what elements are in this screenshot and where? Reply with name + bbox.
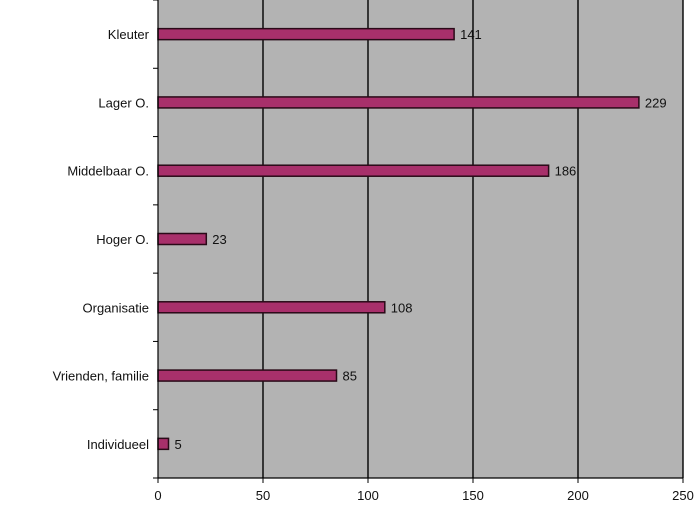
- bar-middelbaar-o: [157, 164, 550, 177]
- category-label: Middelbaar O.: [67, 164, 149, 179]
- category-label: Hoger O.: [96, 232, 149, 247]
- x-tick-label: 200: [567, 488, 589, 503]
- x-tick-label: 150: [462, 488, 484, 503]
- labels: 0 50 100 150 200 250 Kleuter 141 Lager O. 229 Midd…: [53, 27, 694, 503]
- x-tick-label: 0: [154, 488, 161, 503]
- bar-kleuter: [157, 27, 455, 41]
- category-label: Lager O.: [98, 95, 149, 110]
- data-label: 141: [460, 27, 482, 42]
- bar-lager-o: [157, 96, 640, 109]
- data-label: 186: [555, 164, 577, 179]
- data-label: 108: [391, 300, 413, 315]
- plot-background: [158, 0, 683, 478]
- data-label: 23: [212, 232, 226, 247]
- data-label: 85: [343, 369, 357, 384]
- axes: [153, 0, 684, 483]
- data-label: 5: [175, 437, 182, 452]
- x-tick-label: 250: [672, 488, 694, 503]
- x-tick-label: 50: [256, 488, 270, 503]
- category-label: Individueel: [87, 437, 149, 452]
- bar-vrienden-familie: [157, 369, 338, 382]
- bar-individueel: [157, 437, 170, 451]
- x-tick-label: 100: [357, 488, 379, 503]
- bar-organisatie: [157, 301, 386, 314]
- data-label: 229: [645, 95, 667, 110]
- category-label: Kleuter: [108, 27, 150, 42]
- category-label: Organisatie: [83, 300, 149, 315]
- category-label: Vrienden, familie: [53, 369, 149, 384]
- gridlines: [262, 0, 684, 478]
- bar-hoger-o: [157, 232, 208, 246]
